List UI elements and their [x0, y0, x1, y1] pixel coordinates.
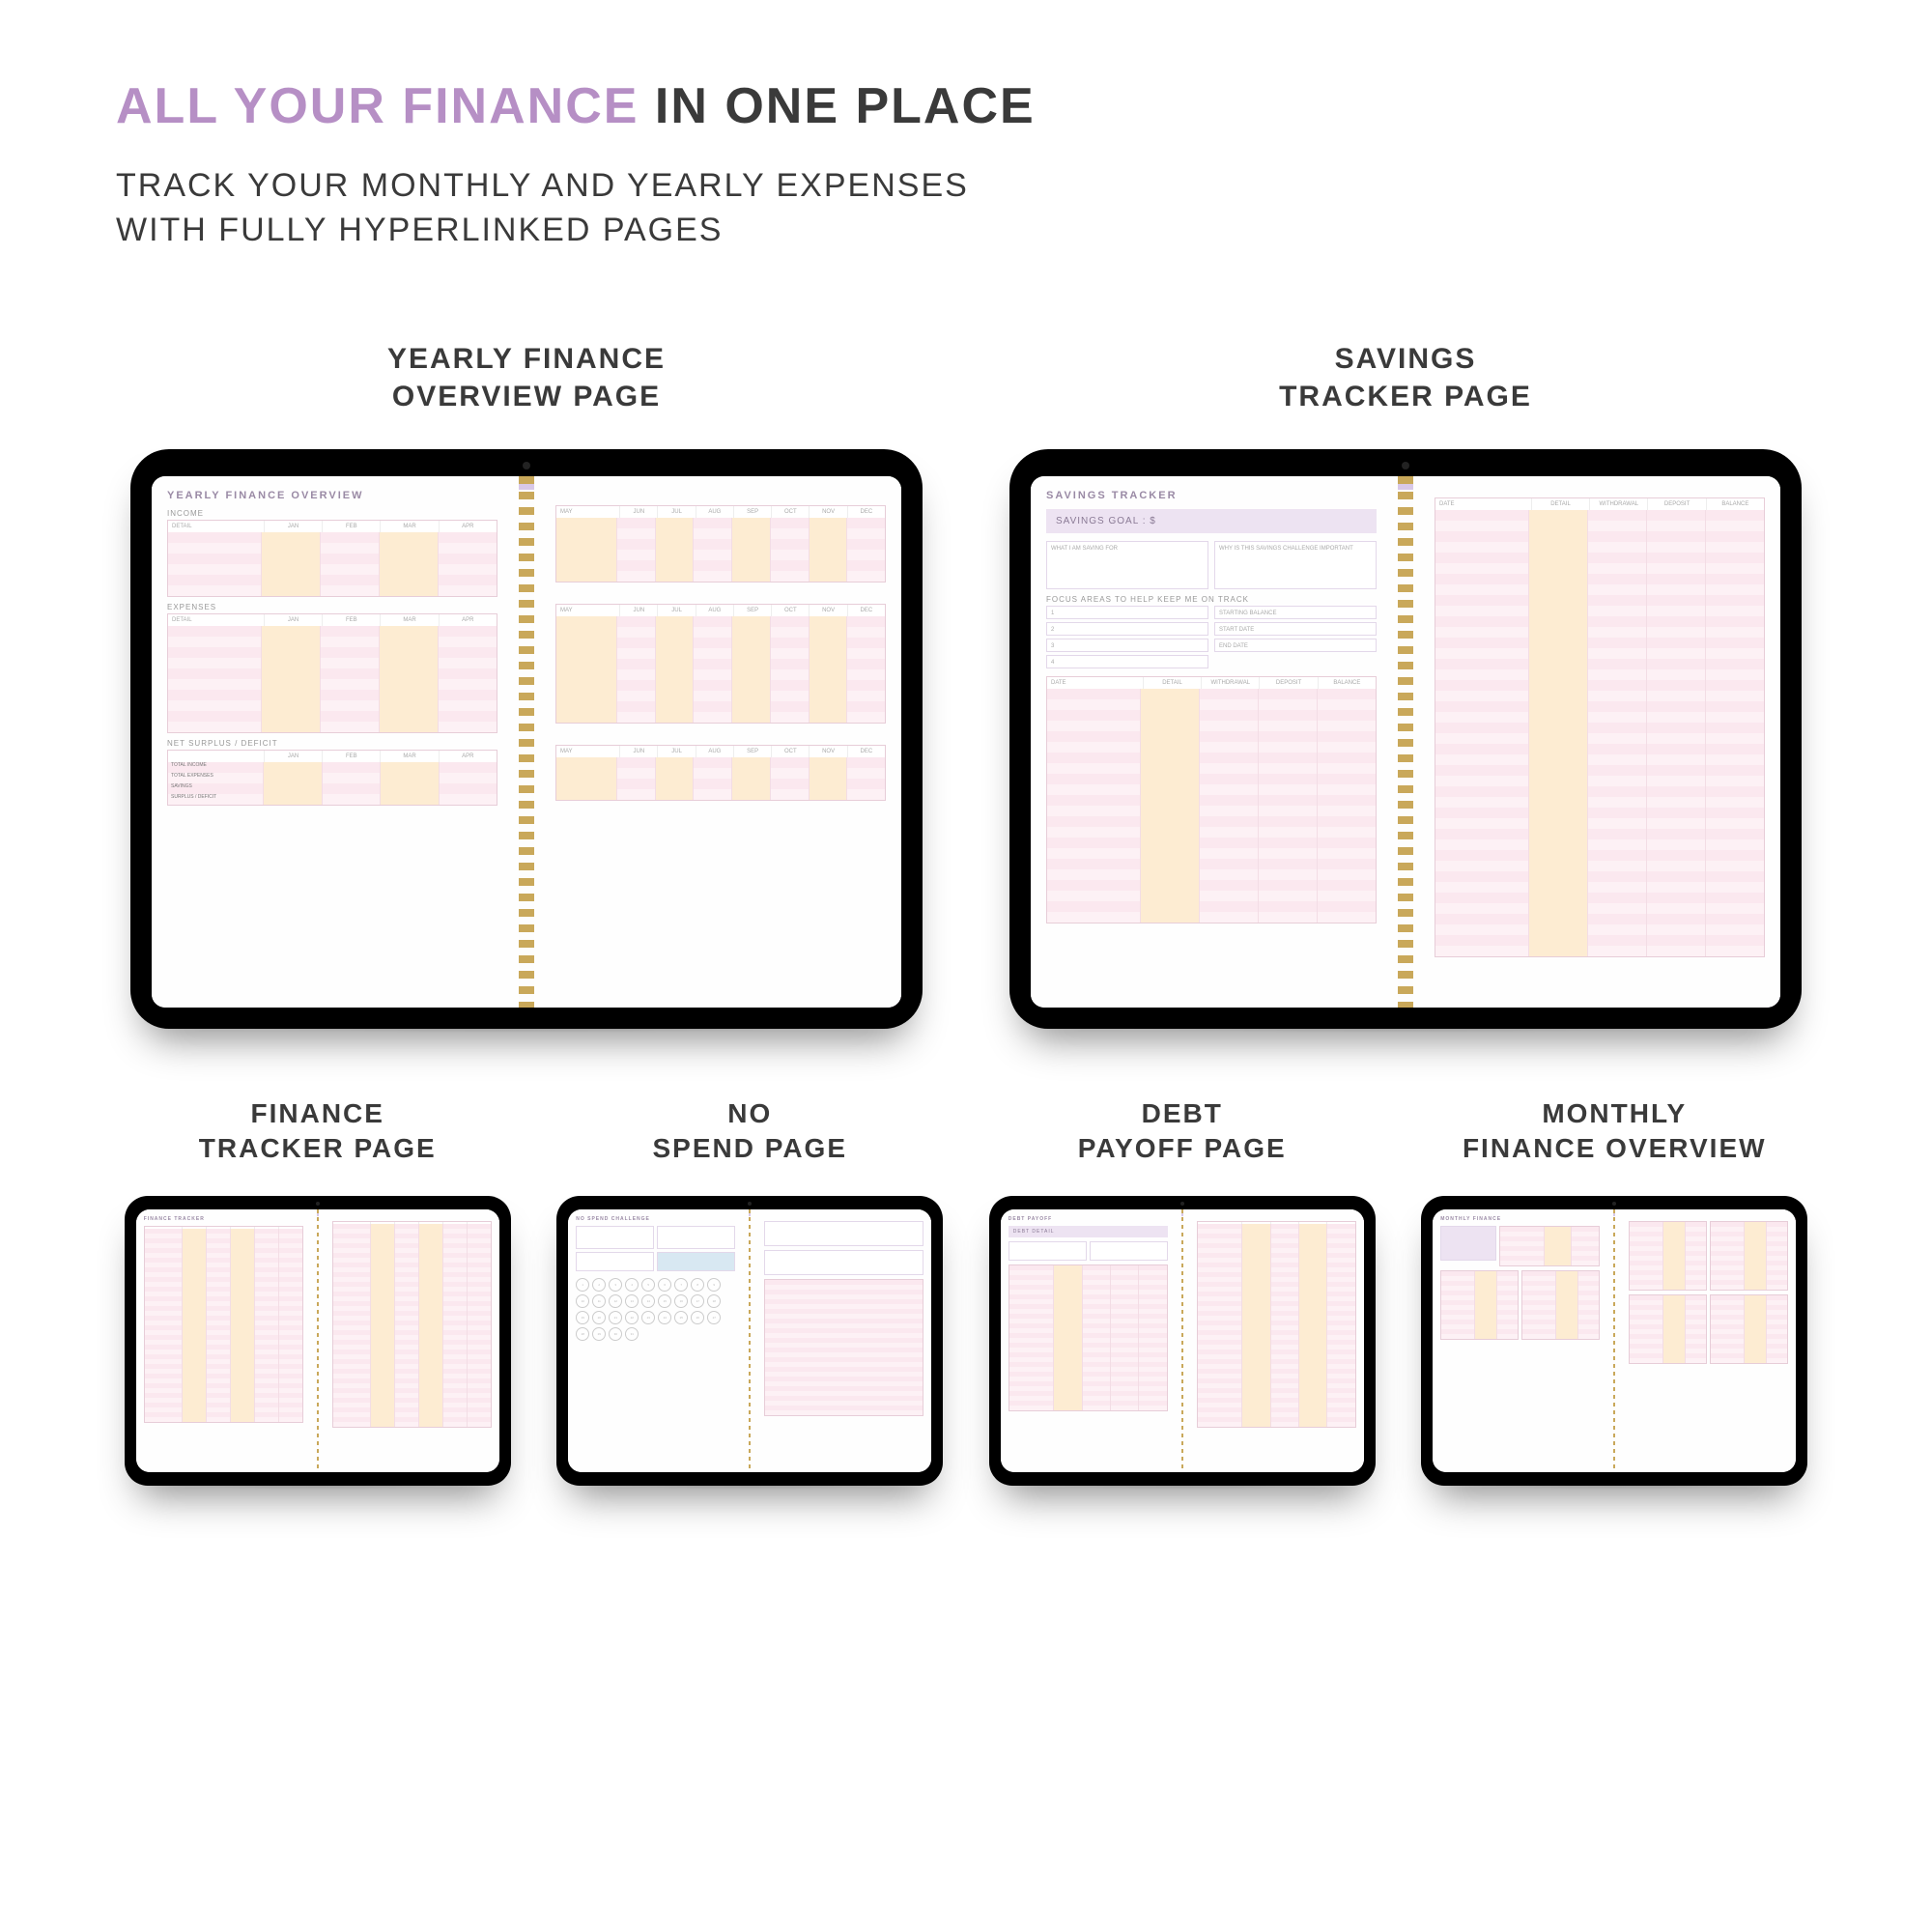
ipad-yearly: YEARLY FINANCE OVERVIEW INCOME DETAILJAN… — [130, 449, 923, 1029]
binding-icon — [513, 476, 540, 1008]
page-left: YEARLY FINANCE OVERVIEW INCOME DETAILJAN… — [152, 476, 513, 1008]
col-savings: SAVINGS TRACKER PAGE SAVINGS TRACKER SAV… — [995, 340, 1816, 1029]
headline: ALL YOUR FINANCE IN ONE PLACE — [116, 77, 1816, 135]
headline-accent: ALL YOUR FINANCE — [116, 78, 639, 134]
ipad-savings: SAVINGS TRACKER SAVINGS GOAL : $ WHAT I … — [1009, 449, 1802, 1029]
title-savings: SAVINGS TRACKER PAGE — [1279, 340, 1532, 415]
page-right: DATEDETAILWITHDRAWALDEPOSITBALANCE — [1419, 476, 1780, 1008]
bottom-row: FINANCETRACKER PAGE FINANCE TRACKER NOSP… — [116, 1096, 1816, 1486]
headline-rest: IN ONE PLACE — [655, 78, 1036, 134]
binding-icon — [1392, 476, 1419, 1008]
top-row: YEARLY FINANCE OVERVIEW PAGE YEARLY FINA… — [116, 340, 1816, 1029]
col-yearly: YEARLY FINANCE OVERVIEW PAGE YEARLY FINA… — [116, 340, 937, 1029]
camera-icon — [523, 462, 530, 469]
ipad-monthly: MONTHLY FINANCE — [1421, 1196, 1807, 1486]
page-left: SAVINGS TRACKER SAVINGS GOAL : $ WHAT I … — [1031, 476, 1392, 1008]
ipad-debt: DEBT PAYOFF DEBT DETAIL — [989, 1196, 1376, 1486]
camera-icon — [1402, 462, 1409, 469]
subheadline: TRACK YOUR MONTHLY AND YEARLY EXPENSES W… — [116, 164, 1816, 253]
page-right: MAYJUNJULAUGSEPOCTNOVDEC MAYJUNJULAUGSEP… — [540, 476, 901, 1008]
ipad-finance-tracker: FINANCE TRACKER — [125, 1196, 511, 1486]
title-yearly: YEARLY FINANCE OVERVIEW PAGE — [387, 340, 666, 415]
ipad-nospend: NO SPEND CHALLENGE 123456789101112131415… — [556, 1196, 943, 1486]
